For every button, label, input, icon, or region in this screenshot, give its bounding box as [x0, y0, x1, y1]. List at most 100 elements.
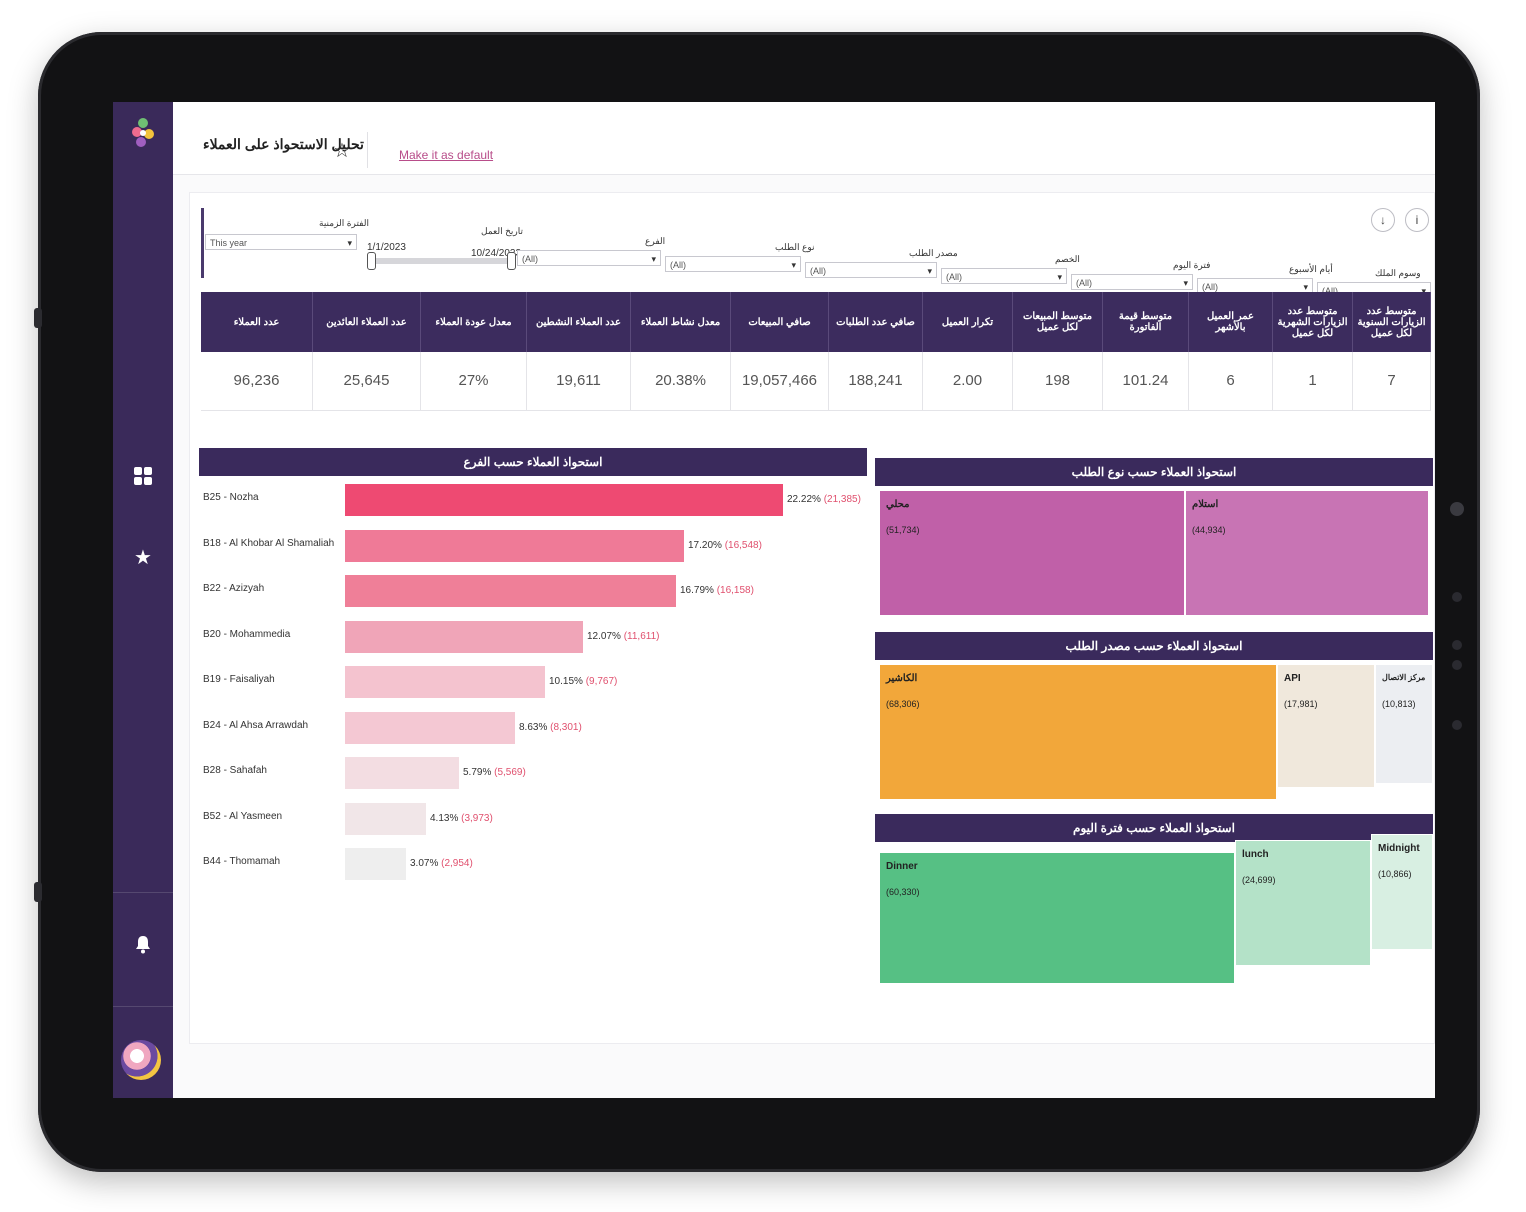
- branch-bar[interactable]: [345, 620, 583, 653]
- branch-bar[interactable]: [345, 802, 426, 835]
- treemap-cell-lunch[interactable]: lunch (24,699): [1235, 840, 1371, 966]
- kpi-header: عدد العملاء العائدين: [313, 292, 421, 352]
- user-avatar[interactable]: [121, 1040, 161, 1080]
- branch-bar-value: 5.79% (5,569): [463, 767, 526, 778]
- branch-bar-value: 10.15% (9,767): [549, 676, 617, 687]
- branch-bar[interactable]: [345, 848, 406, 880]
- order-type-select[interactable]: (All): [665, 256, 801, 273]
- kpi-header: عمر العميل بالأشهر: [1189, 292, 1273, 352]
- kpi-value: 19,057,466: [731, 352, 829, 410]
- treemap-cell-api[interactable]: API (17,981): [1277, 664, 1375, 788]
- kpi-header: صافي عدد الطلبات: [829, 292, 923, 352]
- day-period-title: استحواذ العملاء حسب فترة اليوم: [875, 814, 1433, 842]
- filter-bar: [201, 208, 1434, 278]
- branch-bar[interactable]: [345, 484, 783, 516]
- branch-bar-value: 8.63% (8,301): [519, 722, 582, 733]
- branch-select[interactable]: (All): [517, 250, 661, 267]
- kpi-header: متوسط قيمة الفاتورة: [1103, 292, 1189, 352]
- info-icon[interactable]: i: [1405, 208, 1429, 232]
- treemap-cell-cashier[interactable]: الكاشير (68,306): [879, 664, 1277, 800]
- date-start[interactable]: 1/1/2023: [367, 242, 406, 253]
- kpi-value: 2.00: [923, 352, 1013, 410]
- bar-count-label: (5,569): [494, 767, 526, 778]
- slider-end-handle[interactable]: [507, 252, 516, 270]
- bar-percent-label: 10.15%: [549, 676, 586, 687]
- branch-label: B20 - Mohammedia: [203, 628, 291, 640]
- branch-label: B22 - Azizyah: [203, 583, 265, 594]
- bar-count-label: (9,767): [585, 676, 618, 687]
- order-type-label: نوع الطلب: [775, 242, 815, 252]
- order-source-title: استحواذ العملاء حسب مصدر الطلب: [875, 632, 1433, 660]
- date-range-slider[interactable]: [371, 258, 511, 264]
- kpi-header: متوسط المبيعات لكل عميل: [1013, 292, 1103, 352]
- bar-count-label: (21,385): [823, 494, 861, 505]
- kpi-value: 19,611: [527, 352, 631, 410]
- treemap-cell-midnight[interactable]: Midnight (10,866): [1371, 834, 1433, 950]
- kpi-value: 25,645: [313, 352, 421, 410]
- period-select[interactable]: This year: [205, 234, 357, 251]
- branch-bar[interactable]: [345, 711, 515, 744]
- weekday-label: أيام الأسبوع: [1289, 264, 1333, 274]
- branch-bar[interactable]: [345, 757, 459, 789]
- branch-label: B25 - Nozha: [203, 492, 259, 503]
- download-icon[interactable]: ↓: [1371, 208, 1395, 232]
- date-end[interactable]: 10/24/2023: [471, 248, 522, 259]
- treemap-cell-call-center[interactable]: مركز الاتصال (10,813): [1375, 664, 1433, 784]
- favorite-star-icon[interactable]: ☆: [333, 140, 351, 162]
- treemap-label: Dinner: [886, 861, 918, 872]
- kpi-value-row: 96,236 25,645 27% 19,611 20.38% 19,057,4…: [201, 352, 1431, 411]
- dashboard-icon[interactable]: [131, 466, 155, 490]
- branch-bar[interactable]: [345, 529, 684, 562]
- kpi-header-row: عدد العملاء عدد العملاء العائدين معدل عو…: [201, 292, 1431, 352]
- kpi-value: 1: [1273, 352, 1353, 410]
- page-title: تحليل الاستحواذ على العملاء: [203, 136, 364, 152]
- bell-icon[interactable]: [131, 934, 155, 958]
- bar-percent-label: 16.79%: [680, 585, 717, 596]
- treemap-cell-pickup[interactable]: استلام (44,934): [1185, 490, 1429, 616]
- treemap-cell-dine-in[interactable]: محلي (51,734): [879, 490, 1185, 616]
- kpi-value: 101.24: [1103, 352, 1189, 410]
- sidebar: ★: [113, 102, 173, 1098]
- bar-count-label: (11,611): [623, 630, 660, 642]
- branch-bar-value: 4.13% (3,973): [430, 813, 493, 824]
- period-label: الفترة الزمنية: [319, 218, 369, 228]
- order-type-title: استحواذ العملاء حسب نوع الطلب: [875, 458, 1433, 486]
- branch-label: B52 - Al Yasmeen: [203, 810, 283, 822]
- branch-label: B19 - Faisaliyah: [203, 674, 275, 685]
- kpi-value: 27%: [421, 352, 527, 410]
- make-default-link[interactable]: Make it as default: [399, 148, 494, 162]
- bar-percent-label: 5.79%: [463, 767, 495, 778]
- kpi-header: عدد العملاء: [201, 292, 313, 352]
- bar-percent-label: 4.13%: [430, 812, 462, 824]
- sidebar-divider: [113, 892, 173, 893]
- sensor: [1452, 640, 1462, 650]
- sidebar-divider: [113, 1006, 173, 1007]
- workdate-label: تاريخ العمل: [481, 226, 524, 236]
- kpi-header: عدد العملاء النشطين: [527, 292, 631, 352]
- treemap-label: API: [1284, 673, 1301, 684]
- discount-select[interactable]: (All): [941, 268, 1067, 285]
- kpi-header: معدل عودة العملاء: [421, 292, 527, 352]
- branch-label: الفرع: [645, 236, 666, 246]
- favorites-star-icon[interactable]: ★: [134, 547, 152, 569]
- treemap-cell-dinner[interactable]: Dinner (60,330): [879, 852, 1235, 984]
- sensor: [1452, 592, 1462, 602]
- treemap-label: محلي: [886, 499, 910, 510]
- treemap-count: (24,699): [1242, 875, 1276, 885]
- bar-percent-label: 12.07%: [587, 630, 624, 642]
- bar-percent-label: 8.63%: [519, 721, 551, 733]
- treemap-count: (17,981): [1284, 699, 1318, 709]
- treemap-count: (10,813): [1382, 699, 1416, 709]
- treemap-label: استلام: [1192, 499, 1219, 510]
- day-period-select[interactable]: (All): [1071, 274, 1193, 291]
- bar-count-label: (2,954): [441, 858, 473, 869]
- tags-label: وسوم الملك: [1375, 268, 1421, 278]
- order-source-label: مصدر الطلب: [909, 248, 958, 258]
- branch-bar[interactable]: [345, 666, 545, 698]
- slider-start-handle[interactable]: [367, 252, 376, 270]
- branch-bar[interactable]: [345, 575, 676, 607]
- kpi-header: صافي المبيعات: [731, 292, 829, 352]
- branch-label: B28 - Sahafah: [203, 765, 267, 776]
- order-source-select[interactable]: (All): [805, 262, 937, 279]
- flower-logo-icon[interactable]: [127, 114, 157, 154]
